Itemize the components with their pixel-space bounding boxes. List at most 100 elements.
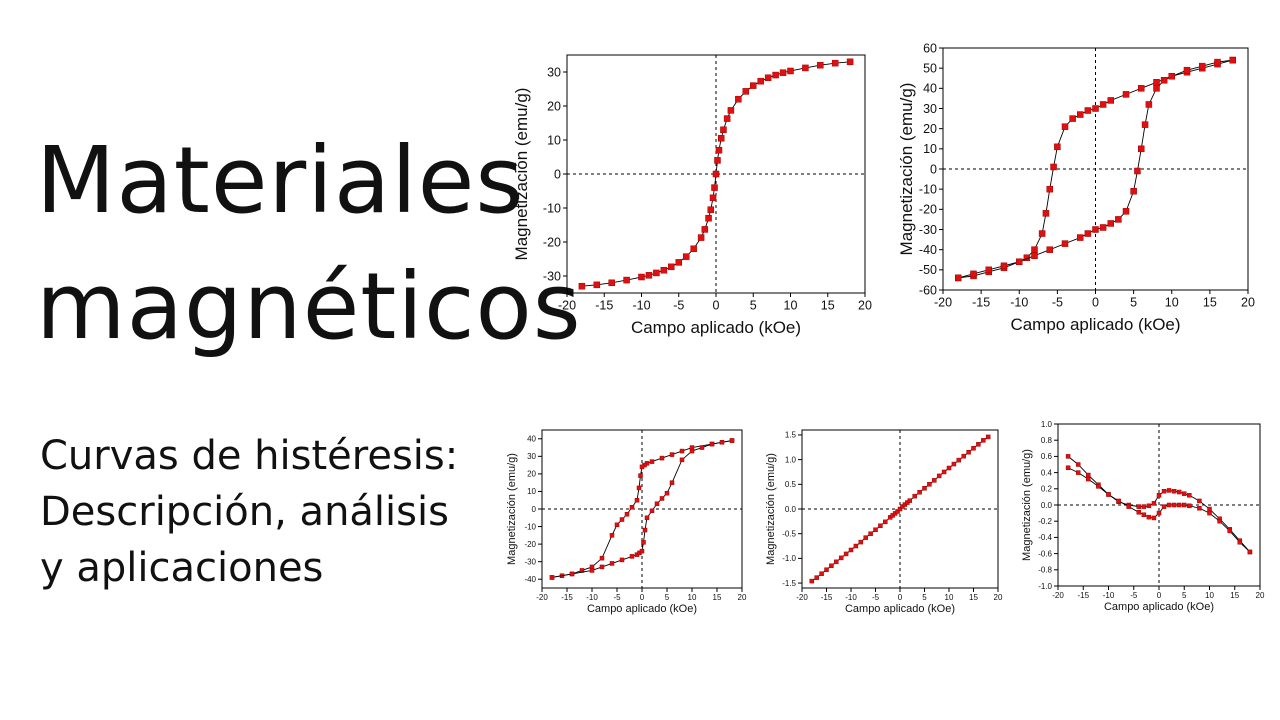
data-point	[1197, 505, 1202, 511]
data-point	[619, 557, 625, 563]
data-point	[1145, 101, 1153, 108]
data-point	[609, 533, 615, 538]
data-point	[697, 234, 705, 241]
data-point	[1227, 528, 1232, 534]
data-point	[1134, 167, 1141, 175]
data-point	[1046, 246, 1053, 253]
data-point	[1161, 504, 1167, 509]
data-point	[1122, 208, 1130, 215]
data-point	[1146, 503, 1152, 509]
data-point	[1130, 187, 1137, 195]
data-point	[764, 74, 772, 82]
x-tick-label: 5	[922, 593, 927, 602]
data-point	[1084, 107, 1092, 114]
data-point	[1151, 501, 1157, 506]
data-point	[609, 561, 615, 566]
x-axis-label: Campo aplicado (kOe)	[1010, 315, 1180, 334]
data-point	[1141, 504, 1147, 509]
y-tick-label: 1.5	[785, 431, 797, 440]
data-point	[1207, 510, 1212, 516]
y-tick-label: -0.8	[1038, 566, 1052, 575]
data-point	[1166, 488, 1172, 493]
x-tick-label: 0	[1092, 296, 1099, 310]
data-point	[951, 461, 957, 467]
data-point	[1107, 97, 1114, 104]
data-point	[1099, 224, 1107, 231]
data-point	[1038, 230, 1046, 237]
y-tick-label: 10	[547, 133, 561, 147]
data-point	[922, 486, 927, 491]
data-point	[644, 515, 650, 521]
data-point	[742, 88, 750, 95]
data-point	[729, 438, 735, 443]
data-point	[1166, 502, 1172, 508]
data-point	[1075, 462, 1081, 467]
data-point	[927, 482, 932, 487]
main-title-line-2: magnéticos	[36, 253, 582, 360]
data-point	[1065, 465, 1071, 470]
data-point	[679, 448, 685, 454]
x-tick-label: 15	[713, 593, 722, 602]
y-tick-label: 30	[923, 102, 937, 116]
data-point	[868, 531, 873, 536]
x-tick-label: 10	[1205, 591, 1214, 600]
x-tick-label: 20	[738, 593, 747, 602]
y-tick-label: -10	[919, 183, 937, 197]
data-point	[636, 485, 642, 491]
data-point	[1171, 502, 1177, 508]
data-point	[912, 493, 917, 499]
x-tick-label: -10	[845, 593, 857, 602]
subtitle-line-3: y aplicaciones	[40, 545, 324, 591]
x-tick-label: -10	[1010, 296, 1028, 310]
data-point	[707, 206, 715, 213]
data-point	[668, 263, 675, 271]
data-point	[897, 506, 903, 512]
data-point	[750, 82, 757, 89]
data-point	[956, 457, 962, 463]
data-point	[809, 578, 815, 584]
y-axis-label: Magnetización (emu/g)	[1021, 449, 1033, 561]
data-point	[569, 571, 575, 577]
data-point	[1207, 506, 1212, 512]
data-point	[659, 496, 665, 501]
data-point	[629, 554, 635, 559]
x-tick-label: -15	[561, 593, 573, 602]
x-tick-label: -15	[821, 593, 833, 602]
data-point	[589, 568, 595, 573]
data-point	[936, 473, 942, 479]
data-point	[907, 498, 913, 503]
data-point	[1136, 510, 1142, 515]
data-point	[1214, 58, 1221, 66]
data-point	[1168, 72, 1175, 80]
data-point	[802, 64, 809, 72]
data-point	[1099, 101, 1107, 108]
y-tick-label: -10	[524, 522, 536, 531]
x-tick-label: 20	[1241, 296, 1255, 310]
data-point	[653, 269, 660, 277]
data-point	[858, 539, 864, 545]
data-point	[1061, 123, 1069, 130]
data-point	[1065, 454, 1071, 459]
y-tick-label: 0.5	[785, 480, 797, 489]
data-point	[843, 551, 849, 557]
data-point	[1153, 79, 1160, 86]
y-tick-label: -60	[919, 283, 937, 297]
y-tick-label: 0	[532, 505, 537, 514]
y-axis-label: Magnetización (emu/g)	[765, 453, 777, 565]
x-tick-label: 0	[1157, 591, 1162, 600]
data-point	[1151, 515, 1157, 521]
data-point	[1084, 230, 1092, 237]
data-point	[714, 157, 721, 164]
main-title: Materiales magnéticos	[36, 118, 582, 370]
y-tick-label: 0.8	[1041, 436, 1053, 445]
y-tick-label: -1.0	[1038, 582, 1052, 591]
x-tick-label: -15	[972, 296, 990, 310]
data-point	[1096, 484, 1101, 489]
data-point	[1107, 220, 1114, 227]
y-tick-label: 10	[923, 142, 937, 156]
y-tick-label: -0.6	[1038, 549, 1052, 558]
y-axis-label: Magnetización (emu/g)	[512, 88, 531, 261]
data-point	[712, 170, 720, 178]
data-point	[981, 438, 986, 443]
data-point	[985, 266, 992, 274]
